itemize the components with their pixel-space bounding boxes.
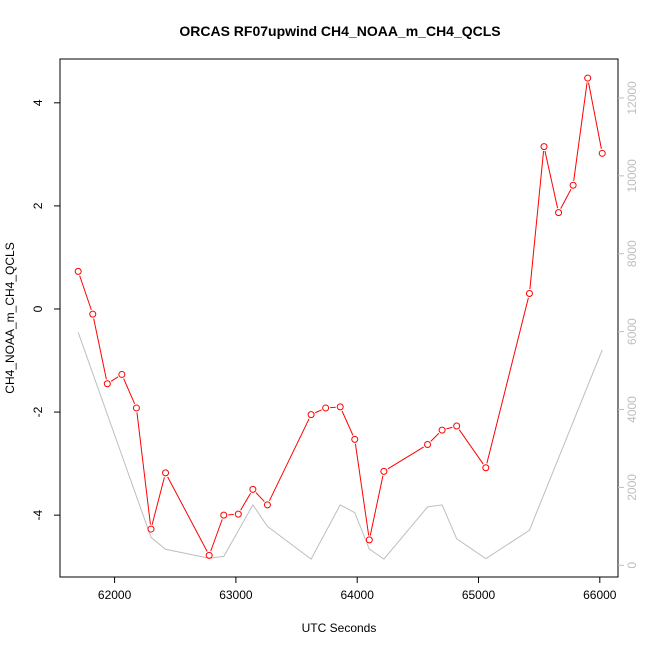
series-primary-segment <box>240 493 252 511</box>
series-primary-segment <box>210 519 223 552</box>
data-point <box>263 501 271 509</box>
series-secondary <box>77 332 603 560</box>
y2-tick-label: 4000 <box>625 396 639 423</box>
x-tick-label: 64000 <box>341 588 375 602</box>
series-primary-segment <box>110 376 119 382</box>
series-primary-segment <box>268 418 310 502</box>
data-point <box>380 467 388 475</box>
y-tick-label: -4 <box>31 509 45 520</box>
y-tick-label: 0 <box>31 305 45 312</box>
series-secondary-line <box>77 332 603 560</box>
series-primary-segment <box>544 150 559 209</box>
data-point <box>598 149 606 157</box>
data-point <box>482 464 490 472</box>
y-axis-label: CH4_NOAA_m_CH4_QCLS <box>3 242 17 393</box>
x-tick-label: 63000 <box>219 588 253 602</box>
data-point <box>307 411 315 419</box>
series-primary-segment <box>588 82 602 149</box>
data-point <box>249 485 257 493</box>
data-point <box>118 370 126 378</box>
series-primary-segment <box>79 275 92 311</box>
data-point <box>569 181 577 189</box>
series-primary-segment <box>341 410 354 436</box>
data-point <box>205 551 213 559</box>
data-point <box>234 510 242 518</box>
y-tick-label: 2 <box>31 202 45 209</box>
data-point <box>162 469 170 477</box>
data-point <box>584 74 592 82</box>
y-axis-right: 0 2000 4000 6000 8000 10000 12000 <box>618 81 639 569</box>
series-primary-segment <box>314 409 322 414</box>
chart-title: ORCAS RF07upwind CH4_NOAA_m_CH4_QCLS <box>179 23 500 39</box>
data-point <box>322 404 330 412</box>
series-primary-segment <box>529 151 545 290</box>
series-primary-segment <box>387 446 424 470</box>
series-primary-segment <box>458 429 484 465</box>
y2-tick-label: 0 <box>625 562 639 569</box>
x-axis-label: UTC Seconds <box>302 621 377 635</box>
series-primary-segment <box>369 475 384 536</box>
data-point <box>351 435 359 443</box>
series-primary-segment <box>151 477 165 525</box>
series-primary-segment <box>136 412 151 525</box>
series-primary-segment <box>167 476 208 552</box>
y2-tick-label: 12000 <box>625 81 639 115</box>
series-primary <box>74 74 606 559</box>
data-point <box>74 267 82 275</box>
data-point <box>220 511 228 519</box>
x-tick-label: 66000 <box>583 588 617 602</box>
series-primary-segment <box>123 378 136 405</box>
data-point <box>336 403 344 411</box>
series-primary-segment <box>255 492 265 502</box>
data-point <box>103 380 111 388</box>
plot-frame <box>59 58 619 578</box>
data-point <box>555 209 563 217</box>
series-primary-segment <box>486 297 529 464</box>
data-point <box>453 422 461 430</box>
series-primary-segment <box>560 189 572 209</box>
y2-tick-label: 2000 <box>625 474 639 501</box>
series-primary-segment <box>354 443 370 536</box>
data-point <box>424 441 432 449</box>
y-tick-label: 4 <box>31 99 45 106</box>
y2-tick-label: 6000 <box>625 318 639 345</box>
series-primary-segment <box>573 82 588 181</box>
data-point <box>540 143 548 151</box>
y-axis-left: -4 -2 0 2 4 <box>31 99 60 520</box>
data-point <box>365 536 373 544</box>
series-primary-segment <box>93 318 107 380</box>
x-tick-label: 65000 <box>462 588 496 602</box>
data-point <box>147 525 155 533</box>
x-tick-label: 62000 <box>98 588 132 602</box>
data-point <box>438 426 446 434</box>
x-axis: 62000 63000 64000 65000 66000 <box>98 577 617 602</box>
series-primary-segment <box>430 432 440 442</box>
y2-tick-label: 10000 <box>625 159 639 193</box>
y2-tick-label: 8000 <box>625 240 639 267</box>
data-point <box>132 404 140 412</box>
data-point <box>525 290 533 298</box>
series-primary-segment <box>446 426 453 430</box>
data-point <box>89 310 97 318</box>
y-tick-label: -2 <box>31 406 45 417</box>
